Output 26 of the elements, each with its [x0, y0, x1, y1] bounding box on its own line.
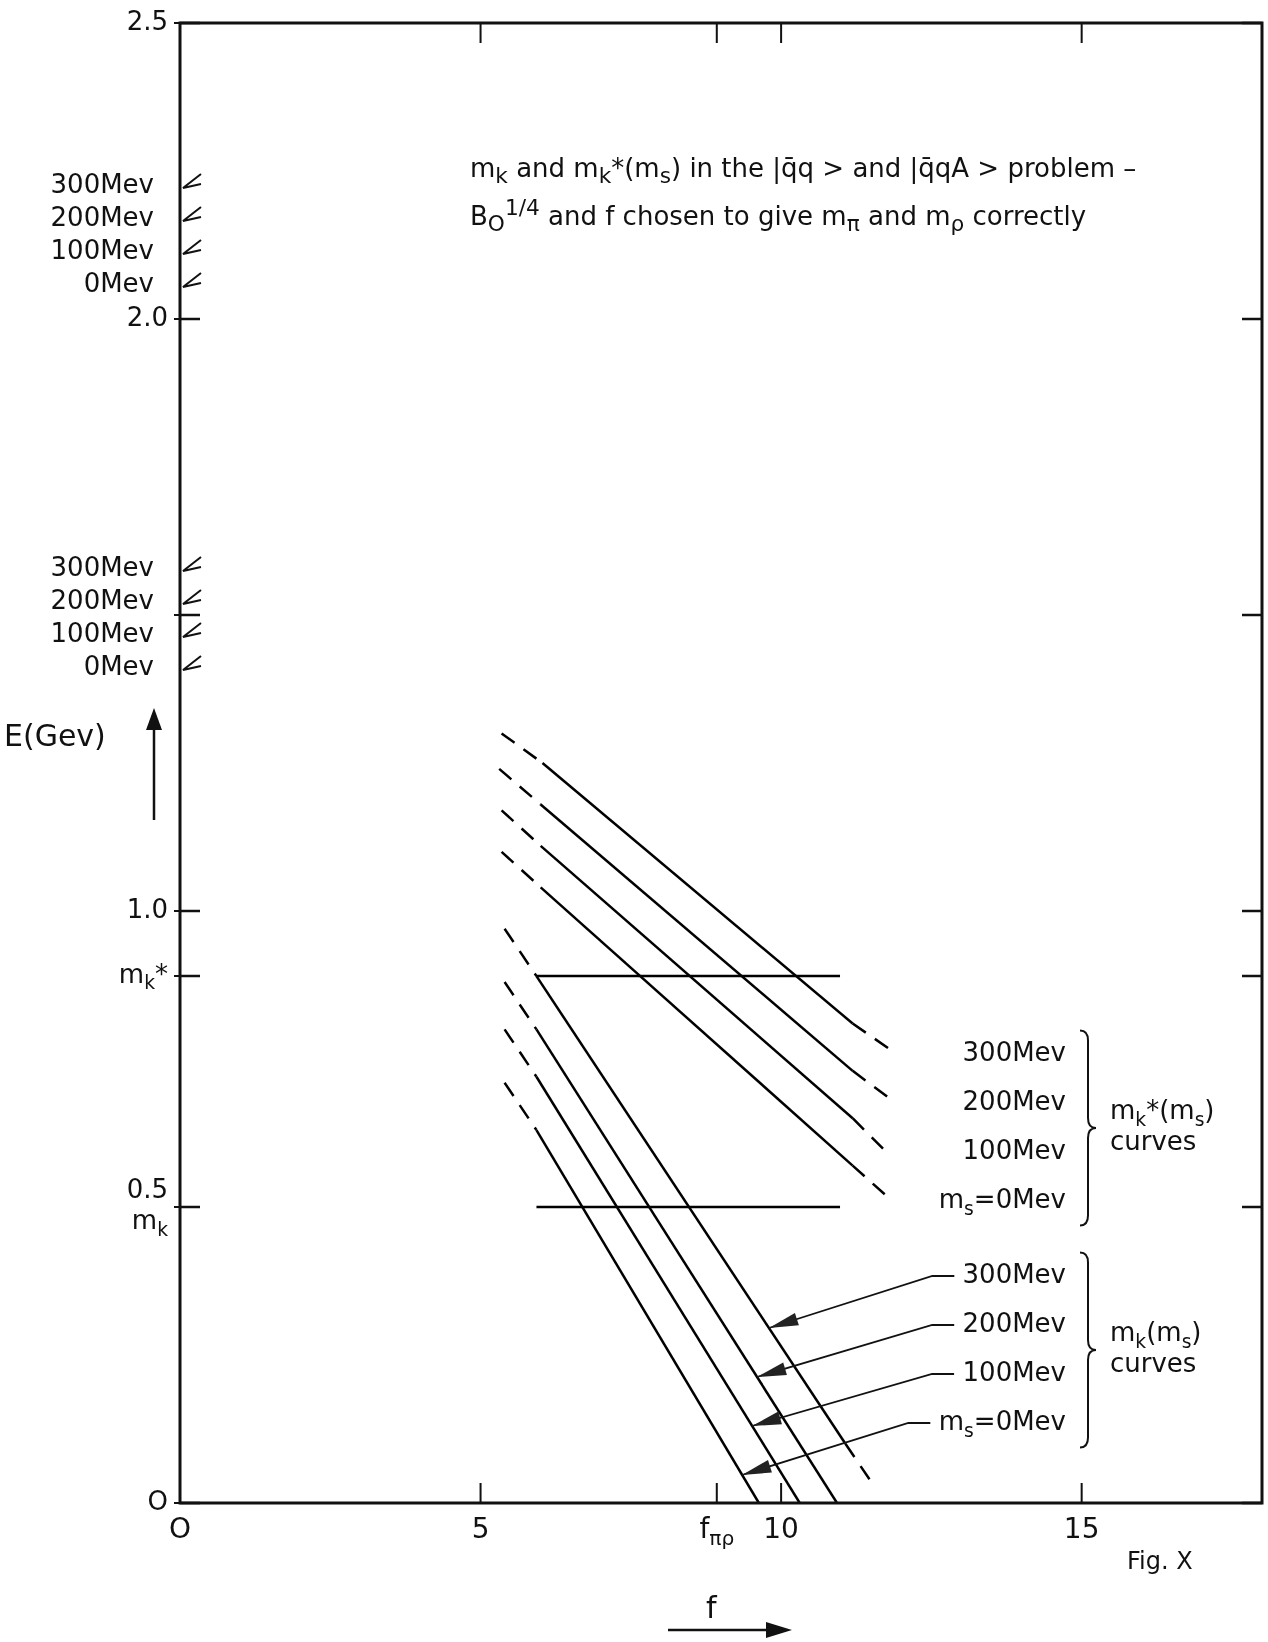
y-tick-label: 1.0 — [126, 893, 169, 924]
x-tick-label: 10 — [763, 1512, 799, 1546]
chart-title: m$_{k}$ and m$_{k}$*(m$_{s}$) in the |q̄q > and |q̄qA > problem – B$_{O}$$^{1/4}$ and f chosen to give m$_{π}$ and m$_{ρ}$ correctly — [470, 153, 1137, 236]
text: 300Mev — [962, 1037, 1067, 1068]
text: 100Mev — [962, 1357, 1067, 1388]
y-tick-label: 2.0 — [126, 301, 169, 332]
text: 100Mev — [962, 1135, 1067, 1166]
text: 300Mev — [962, 1259, 1067, 1290]
y-tick-label: 2.5 — [126, 5, 169, 36]
x-tick-label: 15 — [1063, 1512, 1100, 1546]
text: 100Mev — [50, 234, 155, 265]
text: 200Mev — [962, 1086, 1067, 1117]
text: 300Mev — [50, 551, 155, 582]
x-tick-label: O — [168, 1512, 192, 1546]
x-tick-label: 5 — [471, 1512, 490, 1546]
text: Fig. X — [1127, 1547, 1193, 1576]
x-axis-title: f — [706, 1590, 717, 1625]
y-axis-title: E(Gev) — [4, 718, 106, 753]
text: 200Mev — [50, 201, 155, 232]
text: 0Mev — [83, 267, 154, 298]
text: 200Mev — [50, 584, 155, 615]
text: 200Mev — [962, 1308, 1067, 1339]
y-tick-label: O — [147, 1485, 168, 1516]
text: 0Mev — [83, 650, 154, 681]
text: 300Mev — [50, 168, 155, 199]
text: 100Mev — [50, 617, 155, 648]
